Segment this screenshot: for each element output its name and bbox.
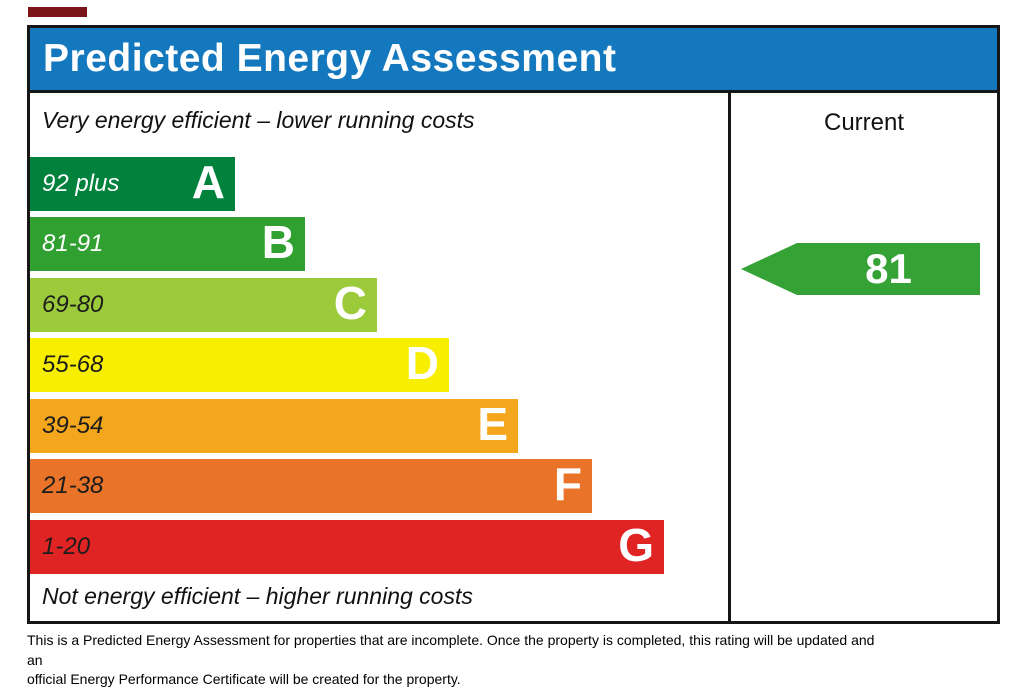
- header-bar: Predicted Energy Assessment: [30, 28, 997, 93]
- band-letter: E: [477, 398, 508, 450]
- current-rating-value: 81: [865, 245, 912, 292]
- band-range-label: 81-91: [42, 230, 104, 257]
- band-letter: G: [618, 519, 654, 571]
- certificate-box: Predicted Energy Assessment Very energy …: [27, 25, 1000, 624]
- rating-band-f: 21-38 F: [30, 459, 592, 513]
- band-range-label: 92 plus: [42, 170, 120, 197]
- band-range-label: 69-80: [42, 291, 104, 318]
- rating-band-a: 92 plus A: [30, 157, 235, 211]
- current-column: Current 81: [731, 93, 997, 621]
- footer-note: This is a Predicted Energy Assessment fo…: [27, 631, 887, 690]
- page-title: Predicted Energy Assessment: [43, 37, 617, 80]
- scan-artifact-mark: [28, 7, 87, 17]
- band-letter: A: [191, 156, 225, 208]
- band-letter: F: [553, 458, 582, 510]
- efficient-caption: Very energy efficient – lower running co…: [42, 107, 475, 133]
- band-letter: C: [333, 277, 367, 329]
- band-range-label: 39-54: [42, 412, 104, 439]
- rating-scale-column: Very energy efficient – lower running co…: [30, 93, 731, 621]
- band-letter: B: [261, 216, 295, 268]
- rating-band-e: 39-54 E: [30, 399, 518, 453]
- current-column-header: Current: [823, 109, 905, 136]
- band-range-label: 21-38: [42, 472, 104, 499]
- rating-band-d: 55-68 D: [30, 338, 449, 392]
- rating-band-b: 81-91 B: [30, 217, 305, 271]
- band-letter: D: [405, 337, 439, 389]
- rating-band-g: 1-20 G: [30, 520, 664, 574]
- not-efficient-caption: Not energy efficient – higher running co…: [42, 583, 473, 609]
- footer-line-1: This is a Predicted Energy Assessment fo…: [27, 632, 875, 668]
- arrow-left-tip-icon: [741, 243, 797, 295]
- arrow-body: 81: [797, 243, 980, 295]
- current-rating-arrow: 81: [741, 243, 980, 295]
- band-range-label: 55-68: [42, 351, 104, 378]
- chart-body: Very energy efficient – lower running co…: [30, 93, 997, 621]
- rating-band-c: 69-80 C: [30, 278, 377, 332]
- band-range-label: 1-20: [42, 533, 91, 560]
- footer-line-2: official Energy Performance Certificate …: [27, 671, 461, 688]
